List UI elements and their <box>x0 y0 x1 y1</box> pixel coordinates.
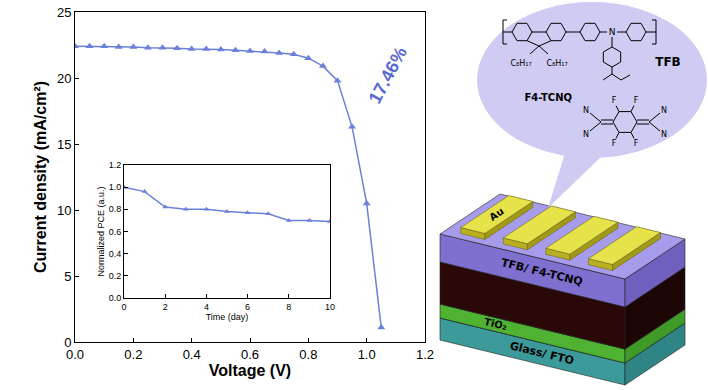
svg-text:N: N <box>583 106 589 115</box>
svg-text:F: F <box>634 139 639 148</box>
svg-text:0.2: 0.2 <box>109 271 122 281</box>
svg-text:0.4: 0.4 <box>183 347 201 362</box>
svg-text:0.8: 0.8 <box>299 347 317 362</box>
svg-text:F: F <box>612 139 617 148</box>
svg-text:1.2: 1.2 <box>416 347 434 362</box>
svg-text:N: N <box>583 130 589 139</box>
svg-text:N: N <box>609 27 616 37</box>
svg-text:Current density (mA/cm²): Current density (mA/cm²) <box>32 81 49 273</box>
svg-text:TFB/ F4-TCNQ: TFB/ F4-TCNQ <box>500 256 584 288</box>
svg-text:20: 20 <box>57 71 71 86</box>
svg-text:Glass/ FTO: Glass/ FTO <box>508 339 575 367</box>
svg-text:1.0: 1.0 <box>358 347 376 362</box>
svg-text:0.0: 0.0 <box>66 347 84 362</box>
svg-text:N: N <box>661 106 667 115</box>
svg-text:Voltage (V): Voltage (V) <box>209 362 291 379</box>
svg-text:17.46%: 17.46% <box>365 44 411 107</box>
svg-text:TFB: TFB <box>655 55 681 69</box>
svg-text:0.2: 0.2 <box>124 347 142 362</box>
svg-text:0.6: 0.6 <box>241 347 259 362</box>
svg-text:Au: Au <box>487 205 505 222</box>
svg-text:0.8: 0.8 <box>109 204 122 214</box>
svg-text:F: F <box>612 96 617 105</box>
svg-text:Time (day): Time (day) <box>206 312 249 322</box>
svg-text:0.0: 0.0 <box>109 293 122 303</box>
svg-text:2: 2 <box>163 302 168 312</box>
svg-text:8: 8 <box>286 302 291 312</box>
svg-text:0: 0 <box>64 335 71 350</box>
svg-text:Normalized PCE (a.u.): Normalized PCE (a.u.) <box>96 186 106 276</box>
svg-text:25: 25 <box>57 5 71 20</box>
svg-text:15: 15 <box>57 137 71 152</box>
svg-text:6: 6 <box>245 302 250 312</box>
svg-text:TiO₂: TiO₂ <box>483 316 508 332</box>
svg-text:C₈H₁₇: C₈H₁₇ <box>546 59 567 68</box>
svg-text:10: 10 <box>325 302 335 312</box>
svg-text:1.2: 1.2 <box>109 160 122 170</box>
svg-text:5: 5 <box>64 269 71 284</box>
svg-text:1.0: 1.0 <box>109 182 122 192</box>
svg-text:0: 0 <box>121 302 126 312</box>
svg-text:N: N <box>661 130 667 139</box>
svg-text:F: F <box>634 96 639 105</box>
svg-text:4: 4 <box>204 302 209 312</box>
svg-text:0.6: 0.6 <box>109 227 122 237</box>
svg-text:10: 10 <box>57 203 71 218</box>
svg-text:0.4: 0.4 <box>109 249 122 259</box>
svg-text:C₈H₁₇: C₈H₁₇ <box>510 59 531 68</box>
svg-text:F4-TCNQ: F4-TCNQ <box>525 92 573 103</box>
